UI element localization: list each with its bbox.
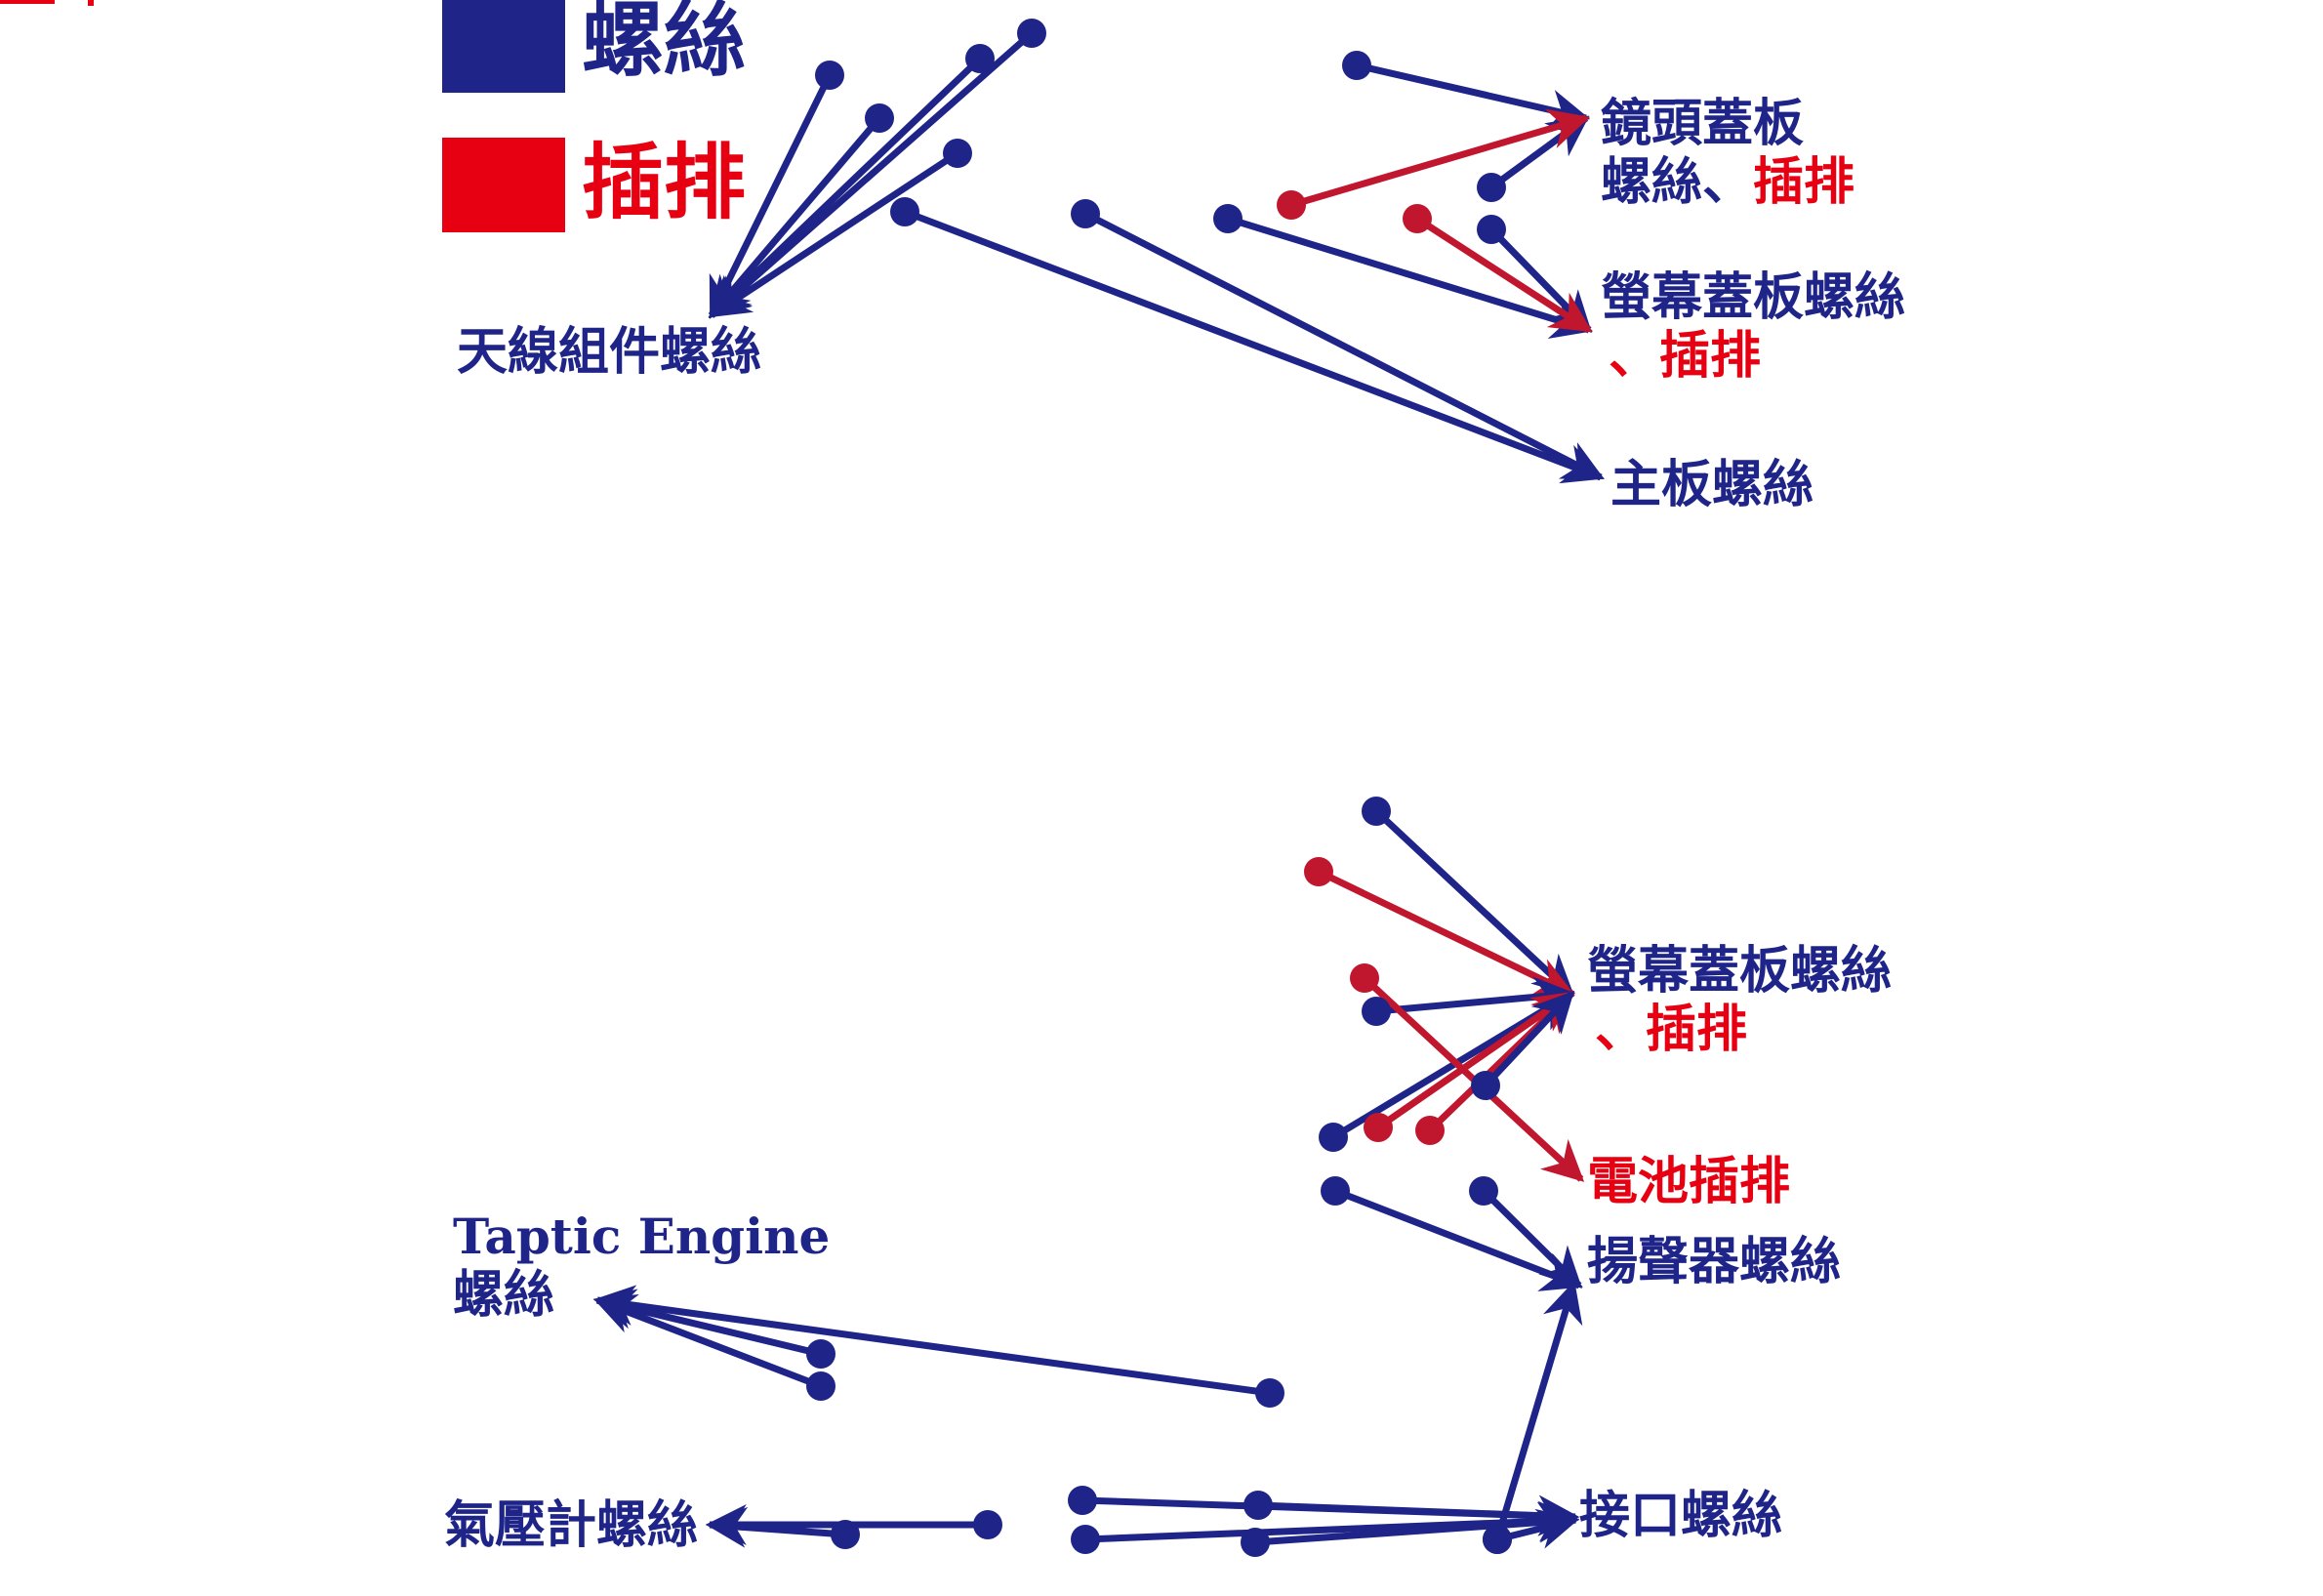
corner-mark-tick: [88, 0, 94, 6]
connector-node: [1403, 204, 1432, 233]
edge-arrow-screw: [592, 1285, 1271, 1397]
screw-node: [1241, 1528, 1270, 1557]
screw-node: [1213, 204, 1243, 233]
label-camera-cover-line2: 螺絲、插排: [1601, 153, 1854, 212]
screw-node: [965, 44, 995, 73]
screw-node: [1483, 1525, 1512, 1554]
screw-node: [1477, 173, 1506, 202]
corner-mark: [0, 0, 55, 4]
connector-node: [1364, 1113, 1393, 1142]
edge-arrow-connector: [1290, 108, 1591, 209]
edge-arrow-screw: [1356, 61, 1591, 131]
connector-node: [1415, 1116, 1445, 1145]
label-camera-cover-screw: 螺絲、: [1601, 153, 1753, 212]
edge-arrow-screw: [705, 1506, 846, 1548]
screw-node: [1017, 19, 1046, 48]
edge-arrow-screw: [1257, 1494, 1580, 1536]
label-camera-cover-line1: 鏡頭蓋板: [1601, 95, 1804, 153]
screw-node: [1362, 797, 1391, 826]
edge-arrow-connector: [1415, 216, 1593, 333]
edge-arrow-screw: [1226, 215, 1594, 339]
edge-arrow-connector: [1317, 868, 1575, 998]
screw-node: [1071, 1525, 1100, 1554]
label-battery: 電池插排: [1587, 1153, 1790, 1211]
label-camera-cover-connector: 插排: [1753, 153, 1854, 212]
edge-arrow-screw: [1333, 1187, 1583, 1291]
label-barometer: 氣壓計螺絲: [444, 1496, 698, 1555]
label-screen-cover-bottom-line2: 、插排: [1595, 1001, 1747, 1059]
screw-node: [1319, 1123, 1348, 1152]
legend-swatch-connector: [442, 138, 565, 232]
label-taptic-line1: Taptic Engine: [453, 1207, 830, 1265]
edge-arrow-screw: [1483, 990, 1574, 1088]
screw-node: [1362, 997, 1391, 1026]
connector-node: [1350, 963, 1379, 993]
screw-node: [1243, 1491, 1273, 1520]
edge-arrow-screw: [1083, 210, 1605, 481]
label-port: 接口螺絲: [1579, 1487, 1782, 1545]
screw-node: [890, 197, 919, 226]
screw-node: [943, 139, 972, 168]
screw-node: [1321, 1176, 1350, 1206]
edge-arrow-screw: [1373, 808, 1575, 997]
screw-node: [973, 1510, 1002, 1539]
edge-arrow-screw: [708, 150, 959, 318]
label-antenna: 天線組件螺絲: [457, 323, 761, 382]
screw-node: [1342, 51, 1371, 80]
screw-node: [806, 1339, 835, 1369]
legend-swatch-screw: [442, 0, 565, 93]
screw-node: [865, 103, 894, 133]
label-screen-cover-top-line1: 螢幕蓋板螺絲: [1601, 268, 1905, 327]
legend-label-screw: 螺絲: [582, 0, 746, 88]
screw-node: [1068, 1486, 1097, 1515]
edges: [592, 30, 1605, 1549]
legend-label-connector: 插排: [582, 135, 746, 230]
screw-node: [831, 1520, 860, 1549]
edge-arrow-screw: [1481, 1188, 1582, 1289]
nodes: [806, 19, 1512, 1557]
edge-arrow-screw: [708, 30, 1035, 318]
label-mainboard: 主板螺絲: [1610, 456, 1814, 514]
connector-node: [1304, 857, 1333, 886]
legend: 螺絲 插排: [442, 0, 746, 232]
label-screen-cover-bottom-line1: 螢幕蓋板螺絲: [1587, 942, 1892, 1001]
edge-arrow-screw: [903, 208, 1605, 484]
screw-node: [1255, 1378, 1284, 1408]
screw-node: [806, 1371, 835, 1401]
screw-node: [1071, 199, 1100, 228]
screw-node: [815, 61, 844, 90]
label-speaker: 揚聲器螺絲: [1587, 1233, 1841, 1291]
screw-node: [1469, 1176, 1498, 1206]
edge-arrow-screw: [1254, 1501, 1580, 1546]
edge-arrow-screw: [1493, 1280, 1583, 1541]
label-screen-cover-top-line2: 、插排: [1609, 327, 1761, 386]
connector-node: [1277, 190, 1306, 220]
label-taptic-line2: 螺絲: [453, 1266, 554, 1325]
screw-node: [1477, 215, 1506, 244]
screw-node: [1471, 1071, 1500, 1100]
